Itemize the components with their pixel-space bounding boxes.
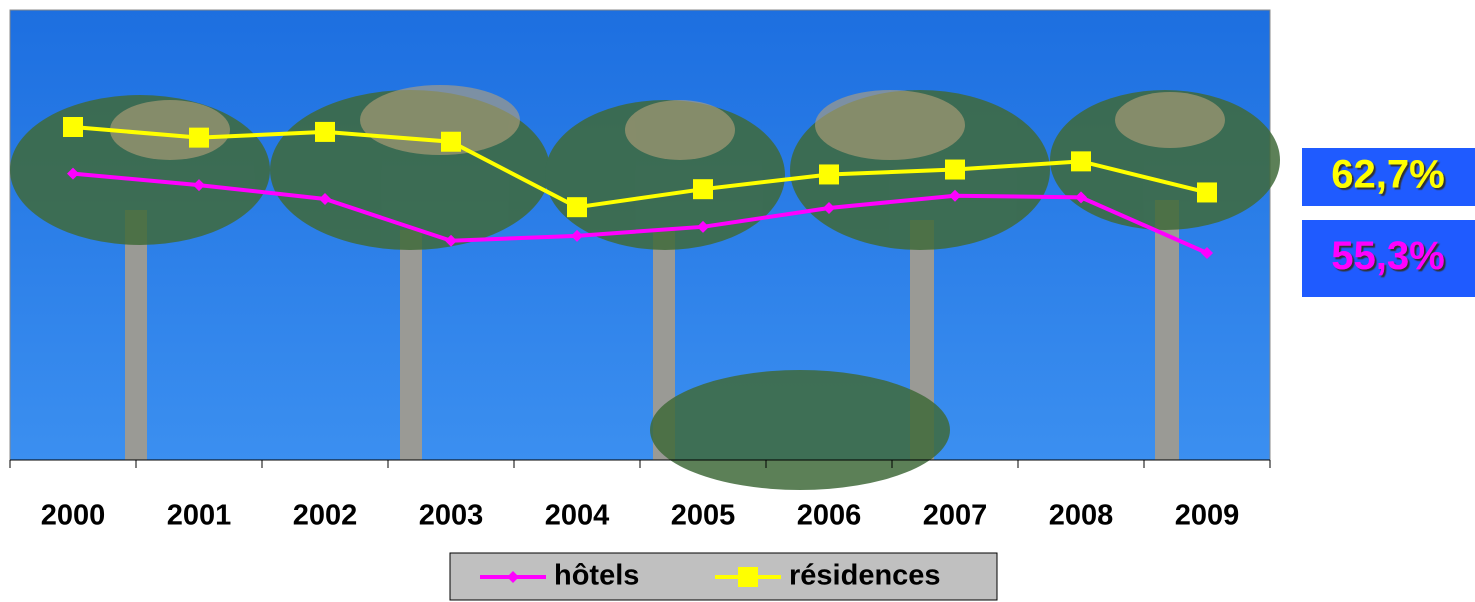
marker — [193, 179, 205, 192]
marker — [949, 189, 961, 202]
marker — [1071, 151, 1091, 172]
marker — [67, 167, 79, 180]
legend-label: résidences — [789, 560, 941, 592]
value-label: 62,7% — [1331, 153, 1444, 197]
x-tick-label: 2000 — [41, 500, 106, 532]
x-tick-label: 2009 — [1175, 500, 1240, 532]
value-label-box — [1302, 220, 1475, 297]
marker — [571, 229, 583, 242]
x-tick-label: 2004 — [545, 500, 610, 532]
series-line — [72, 125, 1208, 210]
x-tick-label: 2001 — [167, 500, 232, 532]
marker — [697, 220, 709, 233]
marker — [823, 202, 835, 214]
marker — [319, 193, 331, 205]
marker — [567, 197, 587, 218]
x-tick-label: 2007 — [923, 500, 988, 532]
value-label-box — [1302, 148, 1475, 206]
value-label: 55,3% — [1331, 234, 1444, 278]
marker — [945, 159, 965, 180]
marker — [63, 117, 83, 137]
marker — [1197, 182, 1217, 203]
marker — [1075, 191, 1087, 204]
x-tick-label: 2008 — [1049, 500, 1114, 532]
plot-background — [9, 9, 1280, 490]
marker — [441, 131, 461, 152]
marker — [315, 121, 335, 142]
marker — [445, 234, 457, 247]
series-line — [72, 171, 1208, 255]
legend-label: hôtels — [554, 560, 639, 592]
legend-marker — [738, 567, 758, 587]
marker — [693, 179, 713, 200]
marker — [1201, 247, 1213, 259]
legend-marker — [507, 571, 519, 583]
x-tick-label: 2005 — [671, 500, 736, 532]
x-tick-label: 2002 — [293, 500, 358, 532]
x-tick-label: 2006 — [797, 500, 862, 532]
x-tick-label: 2003 — [419, 500, 484, 532]
marker — [189, 127, 209, 148]
marker — [819, 164, 839, 185]
